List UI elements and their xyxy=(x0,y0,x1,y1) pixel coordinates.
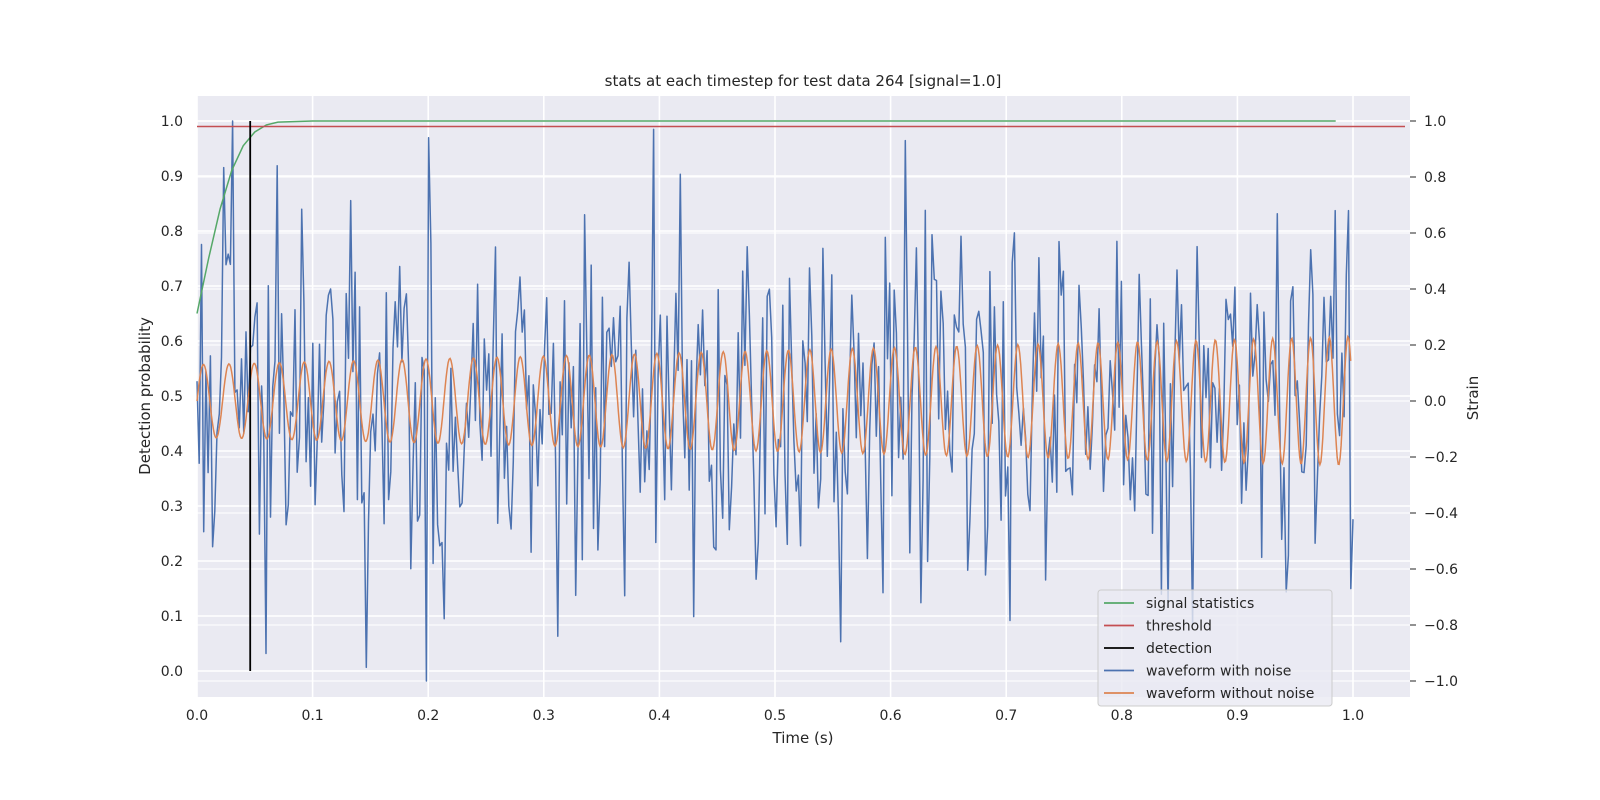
y-axis-label: Detection probability xyxy=(136,317,154,475)
y-tick-label: 0.0 xyxy=(161,664,183,680)
legend-label: threshold xyxy=(1146,619,1212,635)
x-tick-label: 0.8 xyxy=(1111,708,1133,724)
x-tick-label: 0.4 xyxy=(648,708,670,724)
y2-tick-label: 0.6 xyxy=(1424,226,1446,242)
x-axis-label: Time (s) xyxy=(772,729,834,747)
series-layer xyxy=(196,120,1405,682)
y2-tick-label: 0.2 xyxy=(1424,338,1446,354)
y2-tick-label: 1.0 xyxy=(1424,114,1446,130)
series-waveform-without-noise xyxy=(196,334,1352,468)
left-axis-ticks: 0.0 0.1 0.2 0.3 0.4 0.5 0.6 0.7 0.8 0.9 1.0 xyxy=(161,114,183,680)
y-tick-label: 0.8 xyxy=(161,224,183,240)
y-tick-label: 0.7 xyxy=(161,279,183,295)
x-tick-label: 0.6 xyxy=(879,708,901,724)
y2-tick-label: −0.8 xyxy=(1424,618,1458,634)
x-tick-label: 0.3 xyxy=(533,708,555,724)
y2-tick-label: −0.2 xyxy=(1424,450,1458,466)
legend-entry: threshold xyxy=(1104,619,1212,635)
x-tick-label: 0.2 xyxy=(417,708,439,724)
y-tick-label: 0.2 xyxy=(161,554,183,570)
legend-entry: signal statistics xyxy=(1104,596,1254,612)
x-tick-label: 1.0 xyxy=(1342,708,1364,724)
legend-box xyxy=(1097,589,1333,707)
y-tick-label: 0.1 xyxy=(161,609,183,625)
y2-tick-label: −1.0 xyxy=(1424,674,1458,690)
chart-title: stats at each timestep for test data 264… xyxy=(605,72,1002,90)
x-tick-label: 0.9 xyxy=(1226,708,1248,724)
y2-tick-label: 0.4 xyxy=(1424,282,1446,298)
y-tick-label: 0.6 xyxy=(161,334,183,350)
y2-tick-label: −0.4 xyxy=(1424,506,1458,522)
right-axis-ticks: −1.0 −0.8 −0.6 −0.4 −0.2 0.0 0.2 0.4 0.6 0.8 1.0 xyxy=(1410,114,1458,690)
legend-entry: waveform without noise xyxy=(1104,686,1314,702)
y-tick-label: 0.9 xyxy=(161,169,183,185)
x-axis-ticks: 0.0 0.1 0.2 0.3 0.4 0.5 0.6 0.7 0.8 0.9 1.0 xyxy=(186,708,1364,724)
x-tick-label: 0.1 xyxy=(301,708,323,724)
legend: signal statistics threshold detection wavef… xyxy=(1097,589,1333,707)
legend-label: detection xyxy=(1146,641,1212,657)
y2-axis-label: Strain xyxy=(1464,376,1482,420)
y-tick-label: 0.4 xyxy=(161,444,183,460)
x-tick-label: 0.5 xyxy=(764,708,786,724)
y-tick-label: 0.5 xyxy=(161,389,183,405)
legend-label: signal statistics xyxy=(1146,596,1254,612)
series-signal-statistics xyxy=(196,120,1336,314)
x-tick-label: 0.7 xyxy=(995,708,1017,724)
legend-entry: waveform with noise xyxy=(1104,664,1291,680)
x-tick-label: 0.0 xyxy=(186,708,208,724)
y2-tick-label: −0.6 xyxy=(1424,562,1458,578)
series-waveform-with-noise xyxy=(196,120,1354,682)
y-tick-label: 0.3 xyxy=(161,499,183,515)
y2-tick-label: 0.8 xyxy=(1424,170,1446,186)
y2-tick-label: 0.0 xyxy=(1424,394,1446,410)
legend-label: waveform with noise xyxy=(1146,664,1291,680)
y-tick-label: 1.0 xyxy=(161,114,183,130)
legend-label: waveform without noise xyxy=(1146,686,1314,702)
legend-entry: detection xyxy=(1104,641,1212,657)
